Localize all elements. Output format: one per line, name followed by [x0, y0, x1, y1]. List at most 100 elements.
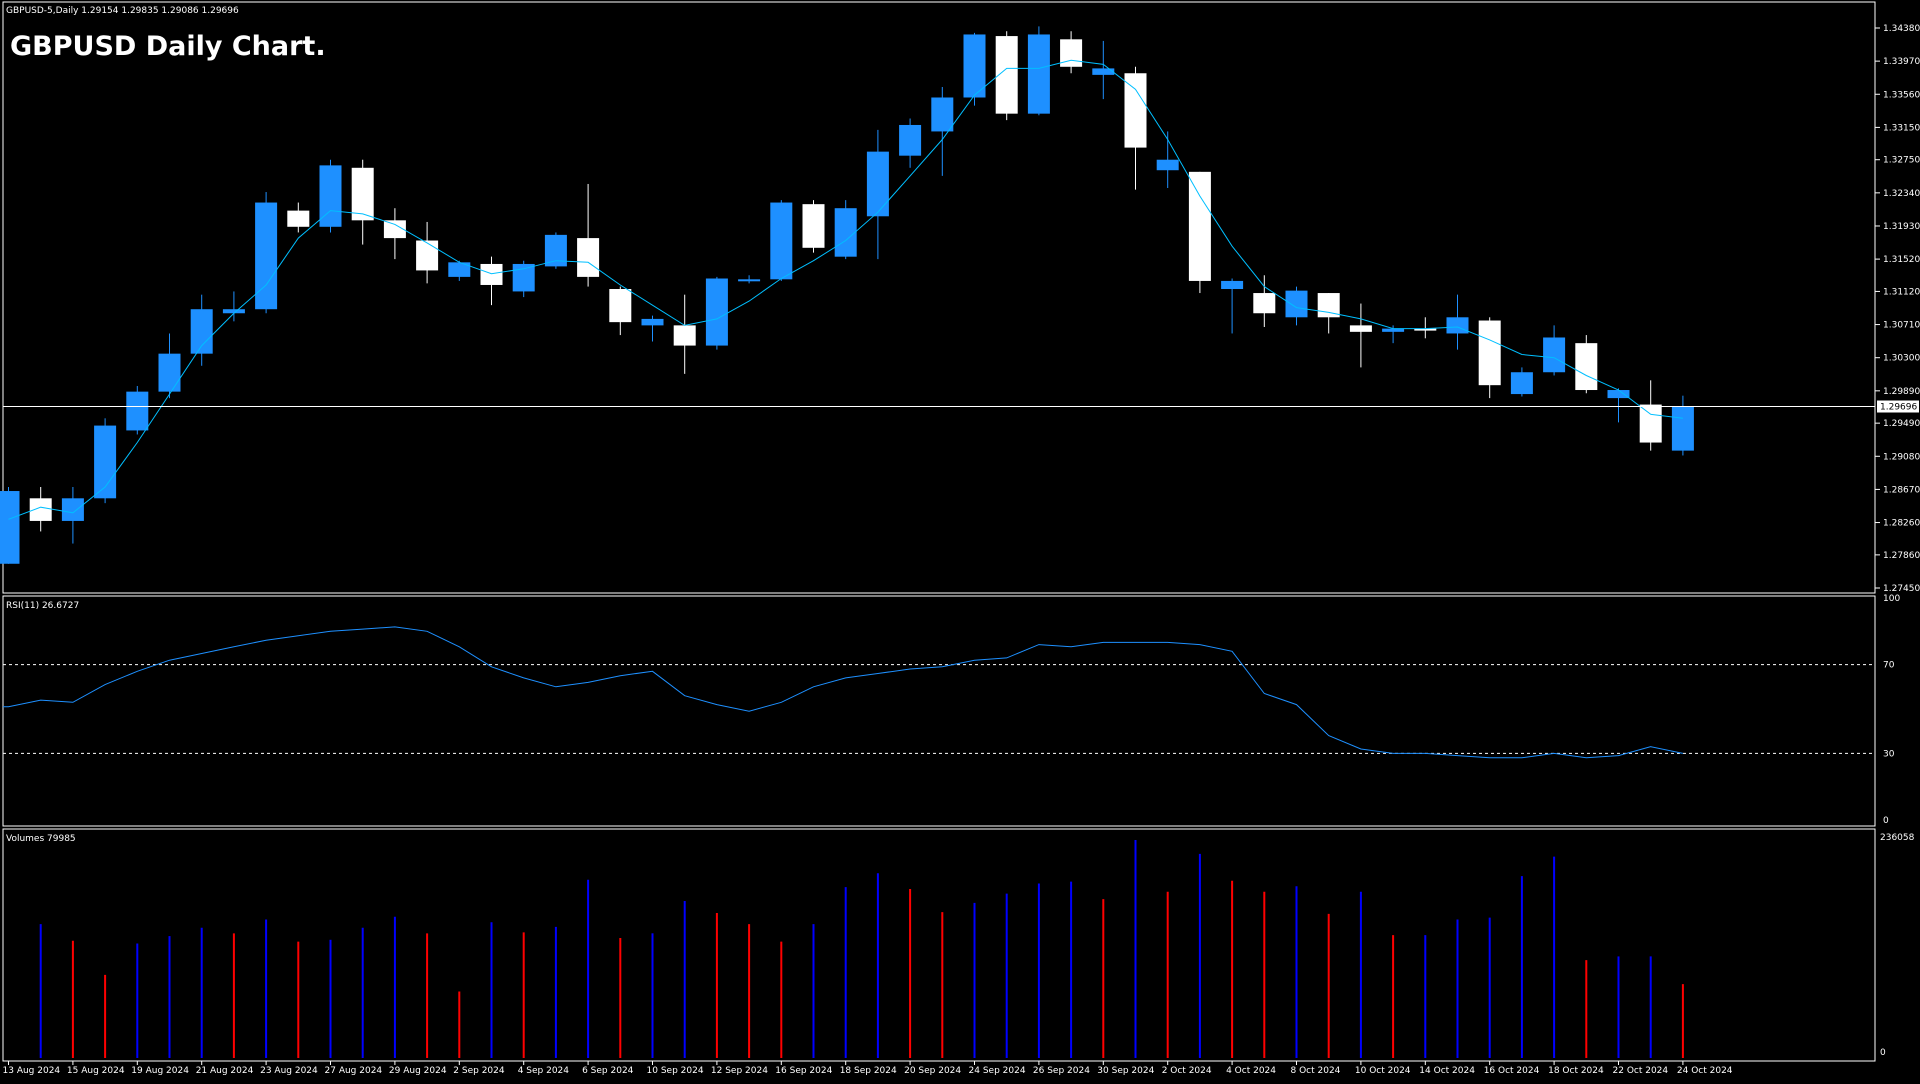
candle-body — [899, 124, 922, 156]
price-tick-label: 1.30300 — [1883, 354, 1920, 364]
date-tick-label: 2 Oct 2024 — [1162, 1066, 1212, 1076]
candle — [866, 129, 889, 260]
candle-body — [255, 202, 278, 310]
price-tick-label: 1.32750 — [1883, 156, 1920, 166]
candle-body — [1543, 337, 1566, 373]
candle-body — [287, 210, 310, 227]
price-tick-label: 1.28670 — [1883, 485, 1920, 495]
candle — [834, 200, 857, 260]
candle-body — [480, 263, 503, 285]
candle-body — [158, 353, 181, 392]
candle-body — [1510, 372, 1533, 395]
rsi-panel-frame — [2, 595, 1876, 827]
price-tick-label: 1.28260 — [1883, 519, 1920, 529]
candle — [899, 118, 922, 168]
candle-body — [1092, 68, 1115, 75]
candle — [29, 486, 52, 532]
price-tick-label: 1.29080 — [1883, 452, 1920, 462]
candle — [0, 486, 20, 564]
price-tick-label: 1.29490 — [1883, 419, 1920, 429]
moving-average — [8, 59, 1683, 520]
candle-body — [1382, 328, 1405, 332]
candle-body — [1221, 280, 1244, 290]
price-tick-label: 1.33560 — [1883, 90, 1920, 100]
rsi-series — [3, 626, 1684, 759]
candle — [995, 31, 1018, 121]
candle-body — [577, 238, 600, 277]
candle-body — [609, 289, 632, 323]
candle-body — [0, 491, 20, 564]
candle — [705, 276, 728, 350]
candle-body — [448, 262, 471, 277]
candle — [255, 192, 278, 314]
rsi-tick-label: 100 — [1883, 594, 1900, 604]
candle — [319, 159, 342, 233]
rsi-tick-label: 70 — [1883, 661, 1895, 671]
candle — [1060, 31, 1083, 74]
date-tick-label: 20 Sep 2024 — [904, 1066, 961, 1076]
candle — [641, 315, 664, 342]
price-tick-label: 1.27860 — [1883, 551, 1920, 561]
candle-body — [1285, 290, 1308, 318]
candle — [1124, 66, 1147, 190]
candle — [1221, 278, 1244, 334]
date-tick-label: 19 Aug 2024 — [131, 1066, 189, 1076]
candle-body — [1446, 317, 1469, 334]
date-tick-label: 16 Sep 2024 — [775, 1066, 832, 1076]
candle-body — [738, 279, 761, 282]
current-price-box — [1877, 400, 1919, 413]
candle — [351, 159, 374, 245]
candle — [61, 486, 84, 544]
volume-label: Volumes 79985 — [6, 834, 76, 844]
candle — [1253, 275, 1276, 327]
candle-body — [641, 318, 664, 326]
price-tick-label: 1.29890 — [1883, 387, 1920, 397]
date-tick-label: 8 Oct 2024 — [1291, 1066, 1341, 1076]
symbol-info: GBPUSD-5,Daily 1.29154 1.29835 1.29086 1… — [6, 6, 239, 16]
candle — [1575, 335, 1598, 394]
rsi-label: RSI(11) 26.6727 — [6, 601, 79, 611]
candle — [1510, 367, 1533, 397]
date-tick-label: 15 Aug 2024 — [67, 1066, 125, 1076]
price-tick-label: 1.32340 — [1883, 189, 1920, 199]
volume-bars — [39, 840, 1684, 1058]
candle — [512, 260, 535, 298]
date-tick-label: 27 Aug 2024 — [325, 1066, 383, 1076]
price-axis: 1.34380 1.33970 1.33560 1.33150 1.32750 1.323… — [1875, 24, 1920, 594]
candle-body — [802, 204, 825, 248]
date-tick-label: 21 Aug 2024 — [196, 1066, 254, 1076]
candle — [480, 256, 503, 306]
candle-body — [61, 498, 84, 521]
candle — [190, 294, 213, 366]
candle-body — [1414, 328, 1437, 331]
candle — [448, 260, 471, 281]
candle-body — [1639, 404, 1662, 443]
date-tick-label: 10 Oct 2024 — [1355, 1066, 1411, 1076]
candle — [1382, 325, 1405, 344]
candle — [158, 333, 181, 399]
date-tick-label: 13 Aug 2024 — [3, 1066, 61, 1076]
price-tick-label: 1.27450 — [1883, 584, 1920, 594]
candle-body — [383, 220, 406, 239]
candle-body — [1156, 159, 1179, 171]
candle — [1349, 303, 1372, 368]
candle — [1478, 317, 1501, 399]
price-tick-label: 1.33970 — [1883, 57, 1920, 67]
candle — [673, 294, 696, 374]
candle — [931, 86, 954, 176]
rsi-tick-label: 0 — [1883, 816, 1889, 826]
candle — [1285, 286, 1308, 326]
candle-body — [705, 278, 728, 346]
date-tick-label: 14 Oct 2024 — [1419, 1066, 1475, 1076]
candle — [1156, 131, 1179, 188]
current-price-label: 1.29696 — [1880, 403, 1917, 413]
candle-body — [1253, 293, 1276, 314]
candle-body — [963, 34, 986, 98]
candle — [1671, 395, 1694, 456]
candle-body — [1349, 325, 1372, 332]
date-tick-label: 4 Oct 2024 — [1226, 1066, 1276, 1076]
date-tick-label: 10 Sep 2024 — [647, 1066, 704, 1076]
candle-body — [351, 167, 374, 221]
